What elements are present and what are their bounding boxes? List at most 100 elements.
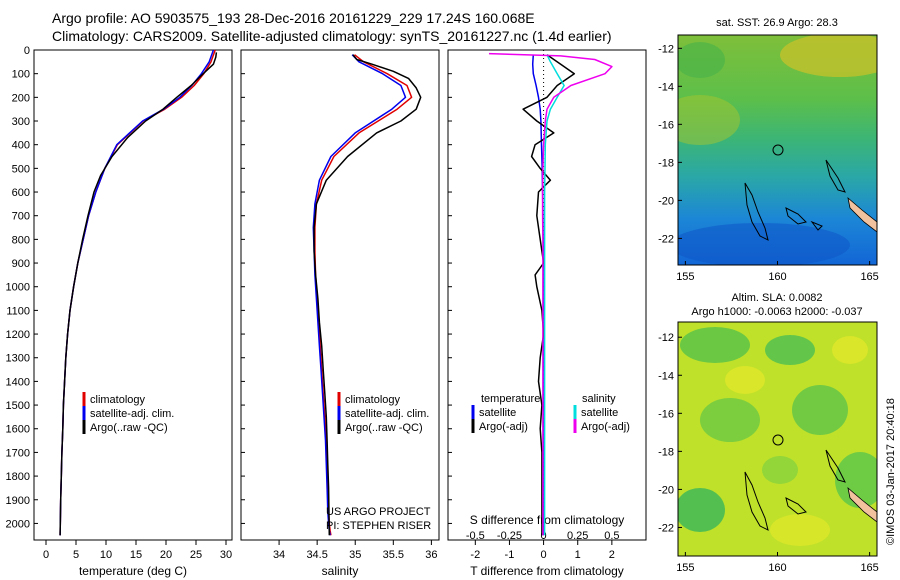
sla-map-title-2: Argo h1000: -0.0063 h2000: -0.037	[691, 306, 862, 318]
cool-patch	[678, 223, 850, 265]
sla-map	[677, 321, 878, 557]
legend-label-argo: Argo(..raw -QC)	[90, 422, 168, 434]
lon-tick-label: 155	[676, 271, 694, 283]
difference-legend: temperature salinity satellite Argo(-adj…	[471, 393, 630, 433]
x-tick-label: 10	[100, 549, 112, 561]
lat-tick-label: -12	[658, 332, 674, 344]
sla-high-patch	[770, 514, 830, 546]
legend-label-satellite: satellite-adj. clim.	[90, 408, 174, 420]
depth-tick-label: 2000	[6, 518, 30, 530]
sla-low-patch	[765, 335, 815, 365]
x-tick-label: 20	[160, 549, 172, 561]
lon-tick-label: 165	[860, 562, 878, 574]
salinity-series	[312, 54, 422, 536]
argo-float-marker	[772, 144, 784, 156]
top-x-tick-label: 0.5	[604, 530, 619, 542]
island-outline	[810, 220, 823, 231]
island-outline	[744, 471, 769, 531]
sla-low-patch	[835, 452, 877, 508]
sla-low-patch	[680, 327, 750, 363]
legend-title-salinity: salinity	[582, 393, 616, 405]
top-x-tick-label: -0.5	[466, 530, 485, 542]
series-line-climatology	[314, 54, 413, 536]
island-outline	[785, 497, 807, 515]
series-line-argo-raw-qc	[313, 54, 422, 536]
lat-tick-label: -14	[658, 81, 674, 93]
legend-label-s-satellite: satellite	[581, 407, 618, 419]
series-line-satellite-adj-clim	[59, 49, 215, 536]
sst-map-title: sat. SST: 26.9 Argo: 28.3	[716, 17, 838, 29]
legend-label-t-satellite: satellite	[479, 407, 516, 419]
sla-low-patch	[762, 456, 798, 484]
lon-tick-label: 160	[768, 271, 786, 283]
lat-tick-label: -20	[658, 195, 674, 207]
sla-high-patch	[725, 366, 765, 394]
s-difference-x-axis: -0.5 -0.25 0 0.25 0.5	[466, 530, 620, 542]
depth-tick-label: 600	[12, 187, 30, 199]
x-tick-label: 34	[273, 549, 285, 561]
pi-credit: PI: STEPHEN RISER	[326, 520, 431, 532]
temperature-legend: climatology satellite-adj. clim. Argo(..…	[82, 392, 174, 434]
salinity-x-axis: 34 34.5 35 35.5 36	[273, 540, 438, 561]
x-tick-label: 35.5	[383, 549, 404, 561]
header-line-2: Climatology: CARS2009. Satellite-adjuste…	[52, 28, 612, 44]
island-outline	[744, 182, 769, 241]
x-tick-label: -1	[505, 549, 515, 561]
island-outline	[825, 449, 846, 483]
temperature-series	[59, 49, 218, 536]
lat-tick-label: -20	[658, 484, 674, 496]
top-x-tick-label: -0.25	[497, 530, 522, 542]
legend-label-t-argo: Argo(-adj)	[479, 421, 528, 433]
difference-panel-frame	[447, 49, 647, 541]
salinity-legend: climatology satellite-adj. clim. Argo(..…	[337, 392, 429, 434]
temperature-x-axis: 0 5 10 15 20 25 30	[43, 540, 232, 561]
depth-axis: 0 100 200 300 400 500 600 700 800 900 1000 1100 1200…	[6, 45, 452, 530]
temperature-axis-label: temperature (deg C)	[79, 564, 187, 578]
imos-timestamp: ©IMOS 03-Jan-2017 20:40:18	[885, 398, 897, 545]
depth-tick-label: 1700	[6, 447, 30, 459]
lat-tick-label: -12	[658, 43, 674, 55]
lon-tick-label: 165	[860, 271, 878, 283]
sla-low-patch	[700, 398, 760, 442]
temperature-panel-frame	[33, 49, 233, 541]
x-tick-label: 15	[130, 549, 142, 561]
argo-float-marker	[772, 434, 784, 446]
series-line-salinity-argo-adj	[488, 52, 613, 536]
lat-tick-label: -18	[658, 446, 674, 458]
depth-tick-label: 800	[12, 234, 30, 246]
x-tick-label: 2	[609, 549, 615, 561]
t-difference-axis-label: T difference from climatology	[470, 564, 624, 578]
x-tick-label: 35	[349, 549, 361, 561]
lat-tick-label: -18	[658, 157, 674, 169]
legend-label-satellite: satellite-adj. clim.	[345, 408, 429, 420]
lat-tick-label: -14	[658, 370, 674, 382]
sla-low-patch	[678, 488, 725, 532]
series-line-climatology	[59, 49, 216, 536]
x-tick-label: 0	[541, 549, 547, 561]
depth-tick-label: 1900	[6, 495, 30, 507]
depth-tick-label: 700	[12, 211, 30, 223]
depth-tick-label: 200	[12, 92, 30, 104]
depth-tick-label: 400	[12, 140, 30, 152]
depth-tick-label: 1500	[6, 400, 30, 412]
x-tick-label: 1	[575, 549, 581, 561]
depth-tick-label: 1300	[6, 353, 30, 365]
depth-tick-label: 1400	[6, 376, 30, 388]
lon-tick-label: 155	[676, 562, 694, 574]
salinity-panel-frame	[240, 49, 440, 541]
sla-map-title-1: Altim. SLA: 0.0082	[731, 292, 822, 304]
s-difference-axis-label: S difference from climatology	[470, 513, 625, 527]
lat-tick-label: -16	[658, 119, 674, 131]
island-outline	[825, 159, 846, 193]
green-patch	[678, 42, 725, 78]
lat-tick-label: -22	[658, 522, 674, 534]
top-x-tick-label: 0.25	[567, 530, 588, 542]
x-tick-label: 30	[220, 549, 232, 561]
series-line-argo-raw-qc	[59, 52, 218, 536]
x-tick-label: 25	[190, 549, 202, 561]
series-line-satellite-adj-clim	[312, 54, 407, 536]
sla-map-axes: 155 160 165 -12 -14 -16 -18 -20 -22	[658, 332, 879, 574]
project-credit: US ARGO PROJECT	[326, 506, 431, 518]
salinity-axis-label: salinity	[322, 564, 359, 578]
